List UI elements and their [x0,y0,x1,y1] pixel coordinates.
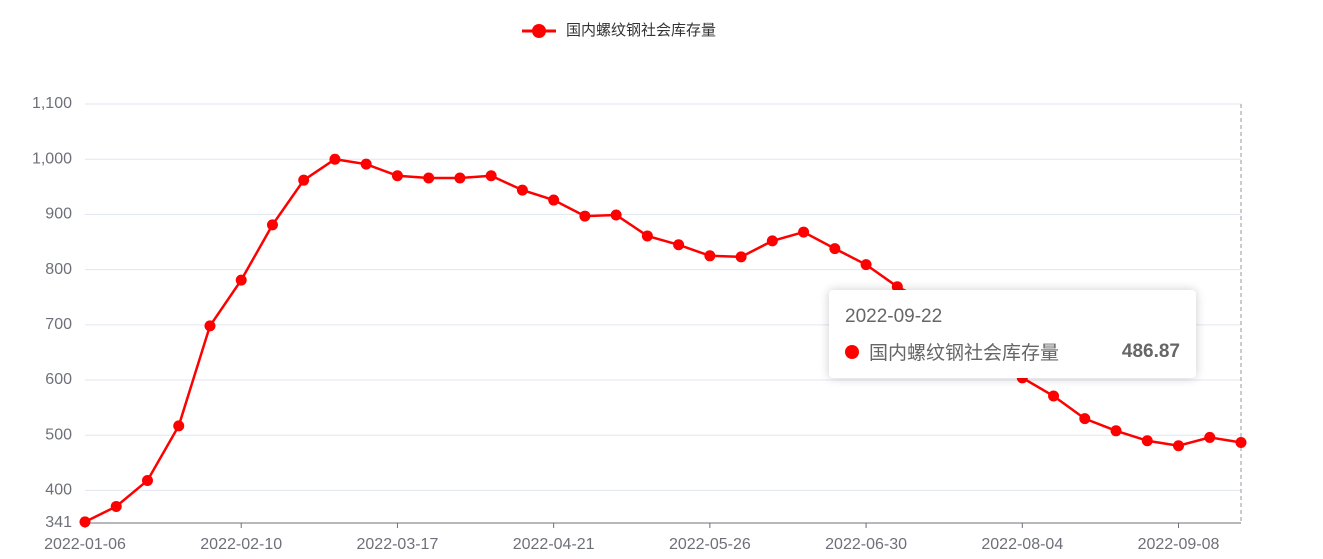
y-tick-label: 341 [45,514,72,531]
y-tick-label: 700 [45,316,72,333]
point [266,219,278,231]
y-tick-label: 800 [45,261,72,278]
point [1141,435,1153,447]
point [798,226,810,238]
y-tick-label: 400 [45,482,72,499]
tooltip-series: 国内螺纹钢社会库存量 [869,343,1060,364]
series-line [84,157,1242,524]
point [860,259,872,271]
point [766,235,778,247]
y-tick-label: 1,100 [32,95,72,112]
y-tick-label: 500 [45,426,72,443]
y-tick-label: 1,000 [32,150,72,167]
y-tick-label: 900 [45,206,72,223]
point [110,500,122,512]
point [391,170,403,182]
tooltip: 2022-09-22 国内螺纹钢社会库存量 486.87 [829,290,1196,378]
point [673,239,685,251]
x-tick-label: 2022-08-04 [981,536,1063,553]
tooltip-marker [845,344,859,359]
point [298,174,310,186]
tooltip-value: 486.87 [1121,340,1180,362]
point [1079,413,1091,425]
point [1048,390,1060,402]
point [610,209,622,221]
point [1110,425,1122,437]
x-tick-label: 2022-05-26 [669,536,751,553]
point [704,250,716,262]
point [548,194,560,206]
legend-label[interactable]: 国内螺纹钢社会库存量 [566,22,716,39]
point [1173,440,1185,452]
point [829,243,841,255]
point [735,251,747,263]
point [579,210,591,222]
point [516,184,528,196]
tooltip-date: 2022-09-22 [845,306,943,327]
legend-marker [532,24,546,38]
x-tick-label: 2022-02-10 [200,536,282,553]
point [360,158,372,170]
x-tick-label: 2022-09-08 [1138,536,1220,553]
tooltip-row: 国内螺纹钢社会库存量 486.87 [845,338,1180,365]
point [423,172,435,184]
x-tick-label: 2022-03-17 [357,536,439,553]
x-tick-label: 2022-06-30 [825,536,907,553]
point [141,474,153,486]
x-tick-label: 2022-04-21 [513,536,595,553]
point [641,230,653,242]
x-tick-label: 2022-01-06 [44,536,126,553]
point [173,420,185,432]
point [454,172,466,184]
point [204,320,216,332]
point [891,281,903,293]
point [79,516,91,528]
point [1235,436,1247,448]
y-tick-label: 600 [45,371,72,388]
point [1204,431,1216,443]
point [485,170,497,182]
point [235,274,247,286]
point [329,153,341,165]
